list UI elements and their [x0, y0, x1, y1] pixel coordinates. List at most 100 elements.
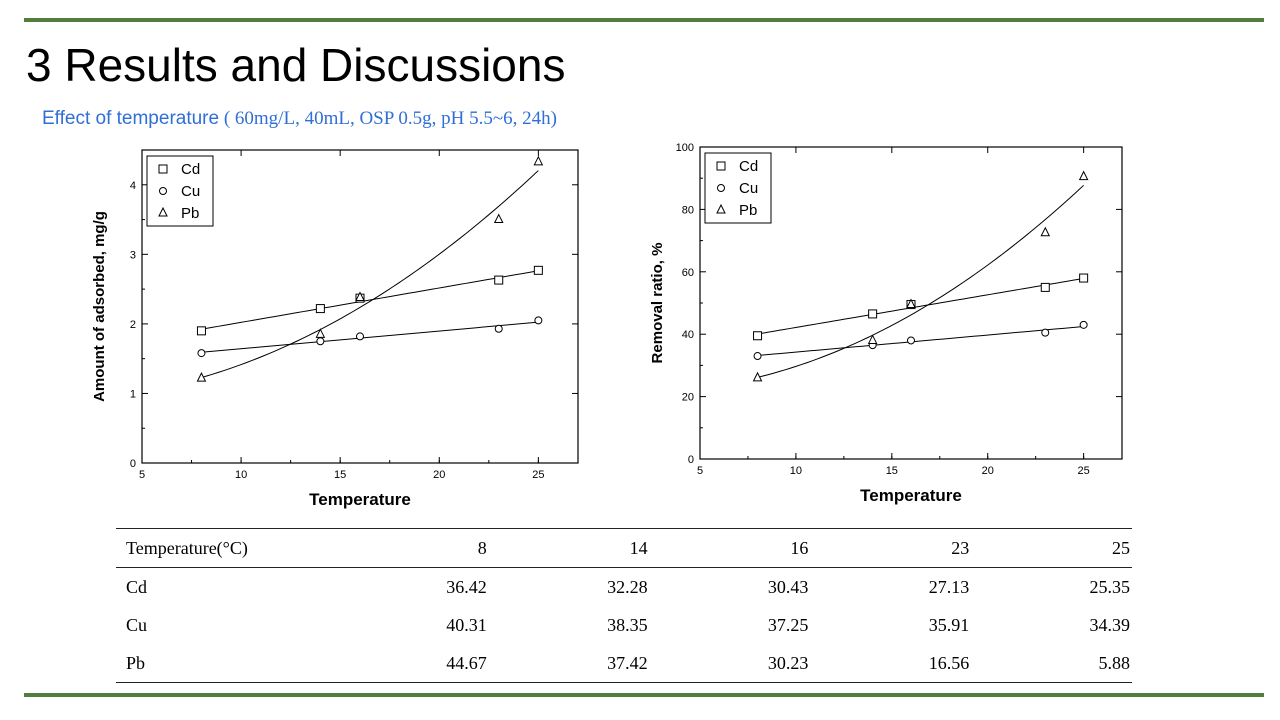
data-point-pb [493, 213, 504, 224]
table-cell: Cu [126, 614, 148, 635]
data-point-cd [196, 326, 206, 336]
table-cell: Cd [126, 576, 148, 597]
table-cell: 36.42 [446, 576, 487, 597]
data-point-cu [534, 316, 543, 325]
subtitle-conditions: ( 60mg/L, 40mL, OSP 0.5g, pH 5.5~6, 24h) [219, 108, 557, 129]
data-point-pb [355, 291, 365, 301]
table-cell: 34.39 [1089, 614, 1131, 635]
data-point-cd [753, 331, 763, 341]
top-divider [24, 18, 1264, 22]
table-header-cell: Temperature(°C) [126, 537, 248, 558]
data-point-cu [907, 336, 915, 345]
x-tick-label: 20 [982, 465, 994, 477]
x-tick-label: 5 [697, 465, 703, 477]
x-tick-label: 25 [532, 469, 544, 481]
data-point-pb [196, 372, 207, 382]
data-point-cu [753, 352, 762, 361]
subtitle-prefix: Effect of temperature [42, 108, 220, 129]
y-tick-label: 0 [130, 458, 136, 470]
removal-ratio-chart: 5 10 15 20 25 0 20 40 60 80 100 Temperature Removal … [649, 142, 1123, 505]
table-cell: 32.28 [607, 576, 648, 597]
table-header-cell: 23 [951, 537, 970, 558]
legend-marker-pb [158, 206, 168, 217]
table-cell: 38.35 [607, 614, 648, 635]
y-tick-label: 60 [682, 267, 694, 279]
y-tick-label: 100 [676, 142, 694, 154]
table-cell: 16.56 [928, 652, 970, 673]
table-cell: 35.91 [928, 614, 970, 635]
data-point-pb [1078, 170, 1089, 181]
table-row: Cu 40.31 38.35 37.25 35.91 34.39 [116, 606, 1132, 644]
data-point-cd [868, 309, 878, 319]
data-point-cd [494, 275, 504, 285]
data-point-pb [315, 328, 326, 338]
results-table: Temperature(°C) 8 14 16 23 25 Cd 36.42 3… [116, 528, 1132, 683]
y-tick-label: 2 [130, 319, 136, 331]
legend-label-cu: Cu [739, 180, 758, 197]
legend-label-pb: Pb [181, 205, 199, 222]
table-cell: 30.23 [767, 652, 809, 673]
x-tick-label: 25 [1078, 465, 1090, 477]
y-axis-label: Amount of adsorbed, mg/g [91, 211, 108, 402]
table-cell: 30.43 [767, 576, 809, 597]
fit-line-pb [757, 184, 1084, 378]
data-point-pb [752, 371, 763, 382]
data-point-cu [494, 324, 503, 333]
subtitle: Effect of temperature ( 60mg/L, 40mL, OS… [42, 108, 557, 130]
y-tick-label: 20 [682, 392, 694, 404]
table-row: Pb 44.67 37.42 30.23 16.56 5.88 [116, 644, 1132, 683]
fit-line-cd [201, 270, 539, 330]
y-tick-label: 1 [130, 388, 136, 400]
table-header-row: Temperature(°C) 8 14 16 23 25 [116, 528, 1132, 568]
x-tick-label: 20 [433, 469, 445, 481]
slide-title: 3 Results and Discussions [26, 39, 566, 91]
legend-marker-cu [159, 187, 167, 195]
data-point-cu [1079, 320, 1088, 329]
x-axis-label: Temperature [309, 490, 411, 509]
legend-label-cu: Cu [181, 183, 200, 200]
legend-label-cd: Cd [739, 158, 758, 175]
table-cell: 25.35 [1089, 576, 1131, 597]
data-point-pb [533, 155, 544, 166]
x-tick-label: 10 [790, 465, 802, 477]
data-point-cd [533, 265, 543, 275]
data-point-cu [1041, 328, 1050, 337]
legend-label-pb: Pb [739, 202, 757, 219]
fit-line-cu [201, 321, 539, 353]
table-cell: 5.88 [1098, 652, 1131, 673]
legend-box [704, 152, 772, 224]
y-tick-label: 40 [682, 329, 694, 341]
table-header-cell: 25 [1112, 537, 1130, 558]
data-point-cu [197, 349, 206, 358]
legend-marker-cu [717, 184, 725, 192]
bottom-divider [24, 693, 1264, 697]
x-tick-label: 10 [235, 469, 247, 481]
data-point-cu [356, 332, 364, 341]
data-point-cd [315, 304, 325, 314]
data-point-pb [867, 334, 878, 344]
table-header-cell: 14 [629, 537, 648, 558]
y-tick-label: 80 [682, 204, 694, 216]
fit-line-cd [757, 277, 1084, 335]
x-axis-label: Temperature [860, 486, 962, 505]
data-point-pb [906, 298, 916, 309]
adsorbed-amount-chart: 5 10 15 20 25 0 1 2 3 4 Temperature Amount of adsor… [91, 149, 579, 509]
table-cell: 37.25 [767, 614, 809, 635]
plot-frame [141, 149, 579, 464]
y-tick-label: 0 [688, 454, 694, 466]
legend-marker-cd [158, 164, 168, 174]
y-tick-label: 4 [130, 180, 136, 192]
legend-label-cd: Cd [181, 161, 200, 178]
x-tick-label: 15 [886, 465, 898, 477]
table-cell: 37.42 [607, 652, 648, 673]
table-cell: 44.67 [446, 652, 487, 673]
table-header-cell: 8 [477, 537, 487, 558]
table-cell: Pb [126, 652, 146, 673]
fit-line-pb [201, 170, 539, 379]
legend-box [146, 155, 214, 227]
table-row: Cd 36.42 32.28 30.43 27.13 25.35 [116, 568, 1132, 607]
x-tick-label: 15 [334, 469, 346, 481]
table-cell: 27.13 [928, 576, 970, 597]
x-tick-label: 5 [139, 469, 145, 481]
data-point-cd [1079, 273, 1089, 283]
